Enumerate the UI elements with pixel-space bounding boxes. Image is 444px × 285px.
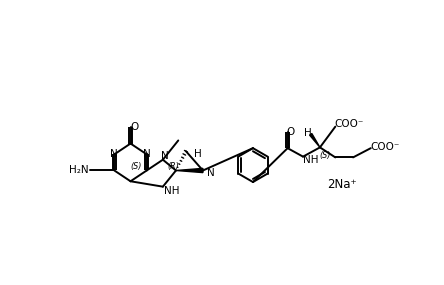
Text: N: N	[111, 149, 118, 159]
Text: NH: NH	[303, 156, 318, 166]
Polygon shape	[176, 168, 203, 173]
Text: O: O	[286, 127, 295, 137]
Text: (R): (R)	[168, 162, 179, 171]
Text: NH: NH	[164, 186, 180, 196]
Text: N: N	[161, 151, 168, 161]
Text: N: N	[143, 149, 151, 159]
Text: (S): (S)	[319, 151, 330, 160]
Text: H: H	[304, 128, 312, 138]
Text: H₂N: H₂N	[69, 166, 89, 176]
Text: H: H	[194, 149, 202, 159]
Polygon shape	[309, 134, 320, 147]
Text: N: N	[207, 168, 214, 178]
Text: O: O	[130, 122, 139, 132]
Text: COO⁻: COO⁻	[334, 119, 364, 129]
Text: 2Na⁺: 2Na⁺	[327, 178, 357, 191]
Text: (S): (S)	[130, 162, 142, 171]
Text: COO⁻: COO⁻	[370, 142, 399, 152]
